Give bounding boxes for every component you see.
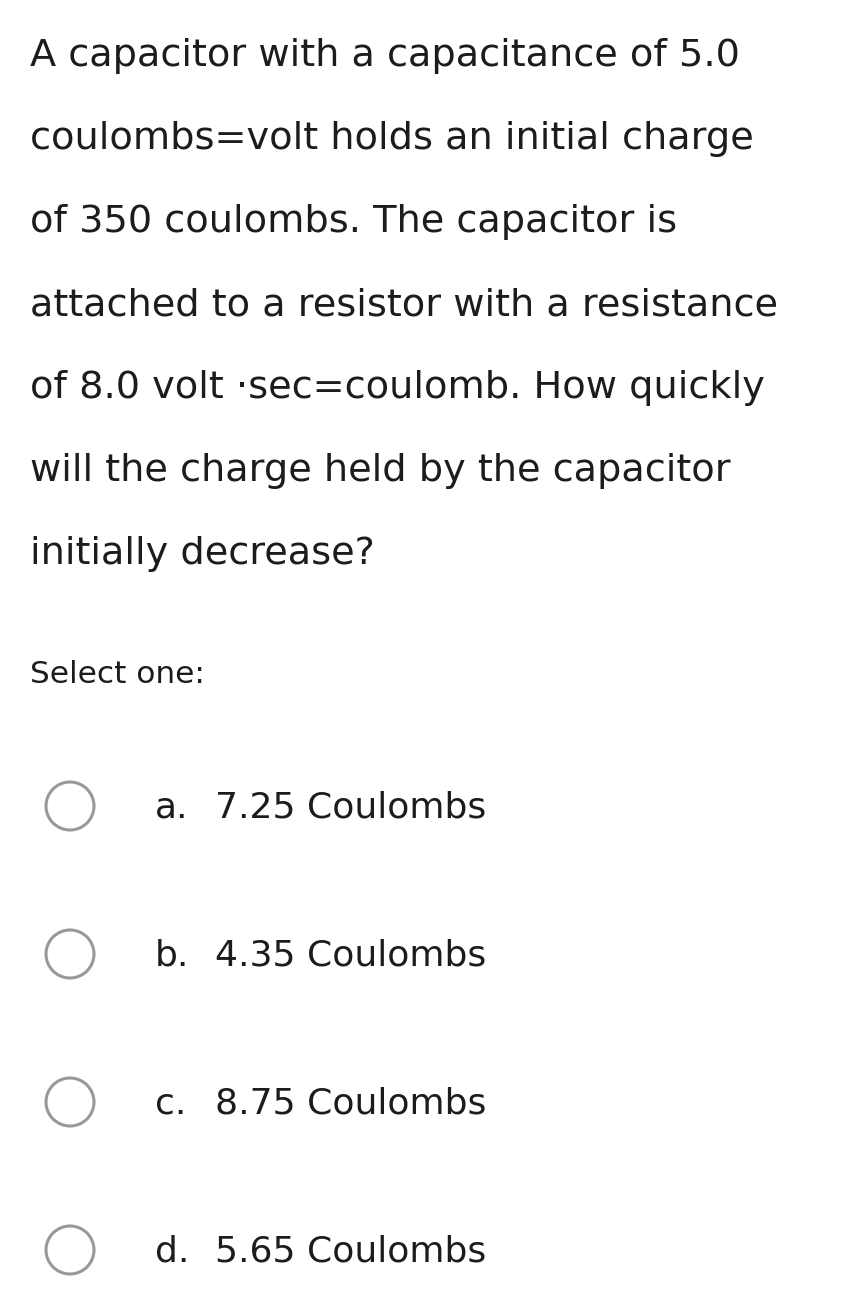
Text: initially decrease?: initially decrease? bbox=[30, 536, 374, 572]
Text: 5.65 Coulombs: 5.65 Coulombs bbox=[214, 1234, 485, 1267]
Text: of 8.0 volt ·sec=coulomb. How quickly: of 8.0 volt ·sec=coulomb. How quickly bbox=[30, 370, 764, 406]
Text: b.: b. bbox=[154, 938, 189, 972]
Text: attached to a resistor with a resistance: attached to a resistor with a resistance bbox=[30, 287, 777, 323]
Text: 8.75 Coulombs: 8.75 Coulombs bbox=[214, 1087, 486, 1120]
Text: d.: d. bbox=[154, 1234, 189, 1267]
Text: of 350 coulombs. The capacitor is: of 350 coulombs. The capacitor is bbox=[30, 204, 676, 240]
Text: 7.25 Coulombs: 7.25 Coulombs bbox=[214, 789, 485, 824]
Text: A capacitor with a capacitance of 5.0: A capacitor with a capacitance of 5.0 bbox=[30, 37, 739, 74]
Text: c.: c. bbox=[154, 1087, 187, 1120]
Text: coulombs=volt holds an initial charge: coulombs=volt holds an initial charge bbox=[30, 121, 753, 158]
Text: Select one:: Select one: bbox=[30, 660, 204, 689]
Text: will the charge held by the capacitor: will the charge held by the capacitor bbox=[30, 453, 730, 488]
Text: a.: a. bbox=[154, 789, 188, 824]
Text: 4.35 Coulombs: 4.35 Coulombs bbox=[214, 938, 485, 972]
